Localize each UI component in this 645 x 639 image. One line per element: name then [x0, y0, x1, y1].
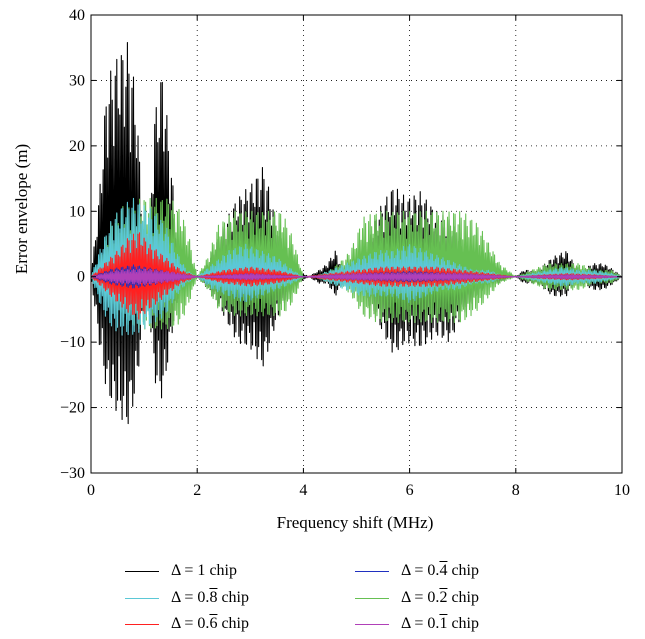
y-tick-label: −30 — [60, 465, 85, 482]
legend-label-overline-digit: 2 — [439, 589, 448, 606]
legend-label-overline-digit: 1 — [439, 615, 448, 632]
legend-label-overline-digit: 4 — [439, 562, 448, 579]
legend-label-suffix: chip — [447, 589, 479, 606]
legend-label-suffix: chip — [217, 615, 249, 632]
series-line-5 — [90, 268, 623, 286]
y-tick-label: 10 — [69, 203, 85, 220]
legend-item: Δ = 0.6 chip — [125, 615, 249, 633]
legend-label-prefix: Δ = 0. — [171, 615, 210, 632]
legend-label-suffix: chip — [205, 562, 237, 579]
legend-swatch — [125, 597, 159, 599]
x-tick-label: 4 — [299, 482, 307, 499]
legend-label: Δ = 0.2 chip — [401, 589, 479, 607]
legend-swatch — [125, 570, 159, 572]
legend-label-prefix: Δ = 0. — [401, 615, 440, 632]
legend-label-prefix: Δ = 0. — [401, 589, 440, 606]
y-tick-label: −20 — [60, 400, 85, 417]
legend-label: Δ = 0.6 chip — [171, 615, 249, 633]
legend-label-overline-digit: 6 — [209, 615, 218, 632]
legend-label: Δ = 1 chip — [171, 562, 237, 580]
legend-swatch — [355, 623, 389, 625]
legend-label: Δ = 0.1 chip — [401, 615, 479, 633]
legend-item: Δ = 0.4 chip — [355, 562, 479, 580]
legend-label-suffix: chip — [447, 615, 479, 632]
legend-label: Δ = 0.8 chip — [171, 589, 249, 607]
y-tick-label: 40 — [69, 7, 85, 24]
legend-label-prefix: Δ = 0. — [171, 589, 210, 606]
x-tick-label: 2 — [193, 482, 201, 499]
plot-frame — [90, 14, 623, 474]
legend-label-suffix: chip — [217, 589, 249, 606]
legend-item: Δ = 1 chip — [125, 562, 237, 580]
x-tick-label: 6 — [406, 482, 414, 499]
legend-label-prefix: Δ = 0. — [401, 562, 440, 579]
legend-swatch — [125, 623, 159, 625]
x-axis-label: Frequency shift (MHz) — [277, 513, 434, 532]
legend-label-prefix: Δ = 1 — [171, 562, 206, 579]
legend-item: Δ = 0.1 chip — [355, 615, 479, 633]
y-tick-label: −10 — [60, 334, 85, 351]
legend-item: Δ = 0.2 chip — [355, 589, 479, 607]
series-line-0 — [90, 42, 623, 425]
legend-swatch — [355, 597, 389, 599]
legend-swatch — [355, 570, 389, 572]
y-axis-label: Error envelope (m) — [12, 144, 31, 274]
y-tick-label: 30 — [69, 72, 85, 89]
legend-item: Δ = 0.8 chip — [125, 589, 249, 607]
axis-ticks: 0 2 4 6 8 10 −30 −20 −10 0 10 20 30 40 — [60, 7, 630, 499]
x-tick-label: 8 — [512, 482, 520, 499]
chart-canvas: 0 2 4 6 8 10 −30 −20 −10 0 10 20 30 40 Frequency shif… — [12, 7, 630, 532]
y-tick-label: 20 — [69, 138, 85, 155]
x-tick-label: 0 — [87, 482, 95, 499]
y-tick-label: 0 — [77, 269, 85, 286]
legend-label-overline-digit: 8 — [209, 589, 218, 606]
legend-label-suffix: chip — [447, 562, 479, 579]
legend-label: Δ = 0.4 chip — [401, 562, 479, 580]
series-layer — [90, 42, 623, 425]
x-tick-label: 10 — [614, 482, 630, 499]
